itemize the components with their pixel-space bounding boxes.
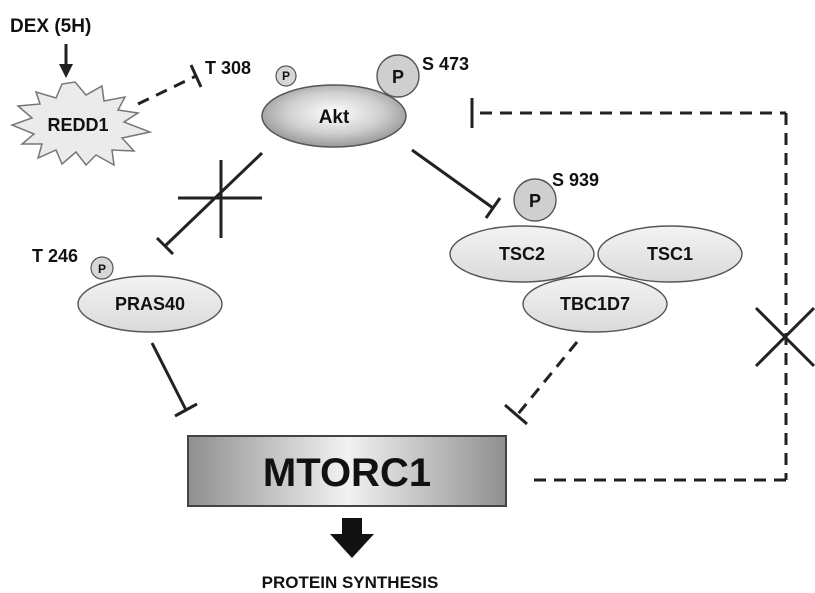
tsc2-s939-site: S 939 [552, 170, 599, 190]
akt-label: Akt [319, 107, 350, 128]
tsc1-label: TSC1 [647, 244, 693, 264]
redd1-label: REDD1 [47, 115, 108, 135]
tsc-inhibits-mtorc1 [504, 341, 579, 426]
output-arrow [330, 518, 374, 558]
tsc1-node [597, 225, 743, 283]
stimulus-arrow [59, 44, 73, 78]
pras40-node [77, 275, 223, 333]
feedback-blocked-cross [754, 306, 815, 368]
akt-s473-phospho-label: P [392, 67, 404, 87]
akt-t308-phospho-label: P [282, 69, 290, 83]
redd1-starburst [9, 81, 153, 167]
akt-inhibits-pras40 [155, 151, 264, 256]
akt-t308-phospho [275, 65, 297, 87]
tbc1d7-label: TBC1D7 [560, 294, 630, 314]
tsc2-node [449, 225, 595, 283]
akt-s473-phospho [376, 54, 420, 98]
tsc2-s939-phospho [513, 178, 557, 222]
tsc2-label: TSC2 [499, 244, 545, 264]
pras40-t246-phospho [90, 256, 114, 280]
akt-t308-site: T 308 [205, 58, 251, 78]
pras40-t246-site: T 246 [32, 246, 78, 266]
mtorc1-feedback-to-akt [470, 98, 788, 482]
pras40-t246-phospho-label: P [98, 262, 106, 276]
akt-node [261, 84, 407, 148]
pras40-inhibits-mtorc1 [150, 342, 198, 418]
mtorc1-node [187, 435, 507, 507]
tsc2-s939-phospho-label: P [529, 191, 541, 211]
pras40-label: PRAS40 [115, 294, 185, 314]
akt-s473-site: S 473 [422, 54, 469, 74]
redd1-inhibits-akt [137, 64, 203, 106]
mtorc1-label: MTORC1 [263, 451, 431, 495]
akt-pras40-blocked-cross [178, 160, 262, 238]
tbc1d7-node [522, 275, 668, 333]
stimulus-label: DEX (5H) [10, 16, 91, 37]
akt-inhibits-tsc2 [411, 148, 502, 219]
output-label: PROTEIN SYNTHESIS [262, 573, 439, 592]
